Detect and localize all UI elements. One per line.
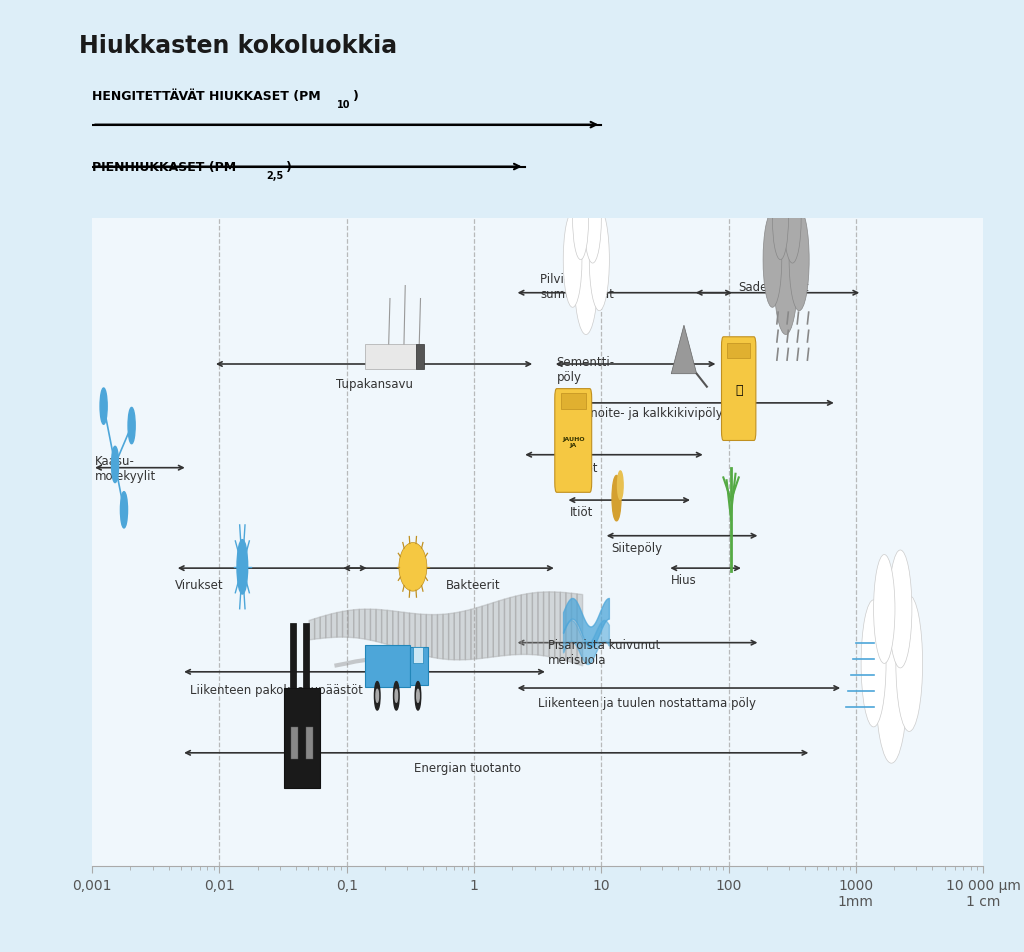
FancyBboxPatch shape <box>722 337 756 441</box>
Circle shape <box>763 213 781 308</box>
FancyBboxPatch shape <box>555 389 592 493</box>
Circle shape <box>572 179 589 261</box>
Circle shape <box>393 682 399 710</box>
Circle shape <box>589 209 609 311</box>
Circle shape <box>375 682 380 710</box>
Circle shape <box>237 540 248 594</box>
Text: Lannoite- ja kalkkikivipöly: Lannoite- ja kalkkikivipöly <box>569 407 723 420</box>
Text: Siitepöly: Siitepöly <box>611 542 663 554</box>
Text: ): ) <box>287 161 292 174</box>
Circle shape <box>121 492 128 528</box>
FancyBboxPatch shape <box>560 394 586 410</box>
FancyBboxPatch shape <box>285 688 319 788</box>
Text: Energian tuotanto: Energian tuotanto <box>414 762 521 774</box>
Text: PIENHIUKKASET (PM: PIENHIUKKASET (PM <box>92 161 237 174</box>
Circle shape <box>100 388 108 425</box>
Circle shape <box>896 596 923 732</box>
Circle shape <box>790 209 809 311</box>
Circle shape <box>128 408 135 445</box>
FancyBboxPatch shape <box>366 345 416 369</box>
Circle shape <box>774 213 798 335</box>
Text: HENGITETTÄVÄT HIUKKASET (PM: HENGITETTÄVÄT HIUKKASET (PM <box>92 89 321 103</box>
Circle shape <box>584 175 601 264</box>
Text: 2,5: 2,5 <box>266 170 283 181</box>
Text: ): ) <box>353 89 359 103</box>
Circle shape <box>783 175 801 264</box>
FancyBboxPatch shape <box>303 624 309 688</box>
Text: Kaasu-
molekyylit: Kaasu- molekyylit <box>94 454 156 482</box>
Text: Bakteerit: Bakteerit <box>446 578 501 591</box>
Circle shape <box>873 555 895 664</box>
Text: 10: 10 <box>337 100 350 109</box>
Circle shape <box>376 689 379 703</box>
Text: Hius: Hius <box>672 574 697 586</box>
Text: Pisaroista kuivunut
merisuola: Pisaroista kuivunut merisuola <box>548 639 660 666</box>
FancyBboxPatch shape <box>413 647 423 664</box>
Circle shape <box>861 601 886 727</box>
Text: Hiukkasten kokoluokkia: Hiukkasten kokoluokkia <box>79 34 396 58</box>
Circle shape <box>563 213 582 308</box>
FancyBboxPatch shape <box>727 344 751 358</box>
Text: Virukset: Virukset <box>175 578 223 591</box>
Circle shape <box>889 550 912 668</box>
Circle shape <box>395 689 397 703</box>
Circle shape <box>415 682 421 710</box>
FancyBboxPatch shape <box>291 727 298 760</box>
Circle shape <box>772 179 788 261</box>
FancyBboxPatch shape <box>365 645 411 687</box>
Circle shape <box>573 213 598 335</box>
FancyBboxPatch shape <box>411 647 428 685</box>
Text: JAUHO
JA: JAUHO JA <box>562 437 585 447</box>
Ellipse shape <box>399 543 427 591</box>
Polygon shape <box>672 326 696 374</box>
FancyBboxPatch shape <box>306 727 313 760</box>
FancyBboxPatch shape <box>416 345 424 369</box>
Circle shape <box>617 471 624 500</box>
Text: Jauhot: Jauhot <box>560 462 598 475</box>
FancyBboxPatch shape <box>290 624 296 688</box>
Circle shape <box>417 689 419 703</box>
Text: Liikenteen pakokaasupäästöt: Liikenteen pakokaasupäästöt <box>190 684 364 697</box>
Text: Pilvi- ja
sumupisarat: Pilvi- ja sumupisarat <box>540 273 614 301</box>
Text: Sementti-
pöly: Sementti- pöly <box>557 355 614 383</box>
Text: Sadepisarat: Sadepisarat <box>738 281 809 293</box>
Text: Itiöt: Itiöt <box>569 506 593 518</box>
Text: Tupakansavu: Tupakansavu <box>336 378 414 390</box>
Circle shape <box>112 446 119 483</box>
Text: Liikenteen ja tuulen nostattama pöly: Liikenteen ja tuulen nostattama pöly <box>538 697 756 709</box>
Circle shape <box>612 476 621 522</box>
Text: 🌱: 🌱 <box>735 384 742 397</box>
Circle shape <box>876 601 907 764</box>
